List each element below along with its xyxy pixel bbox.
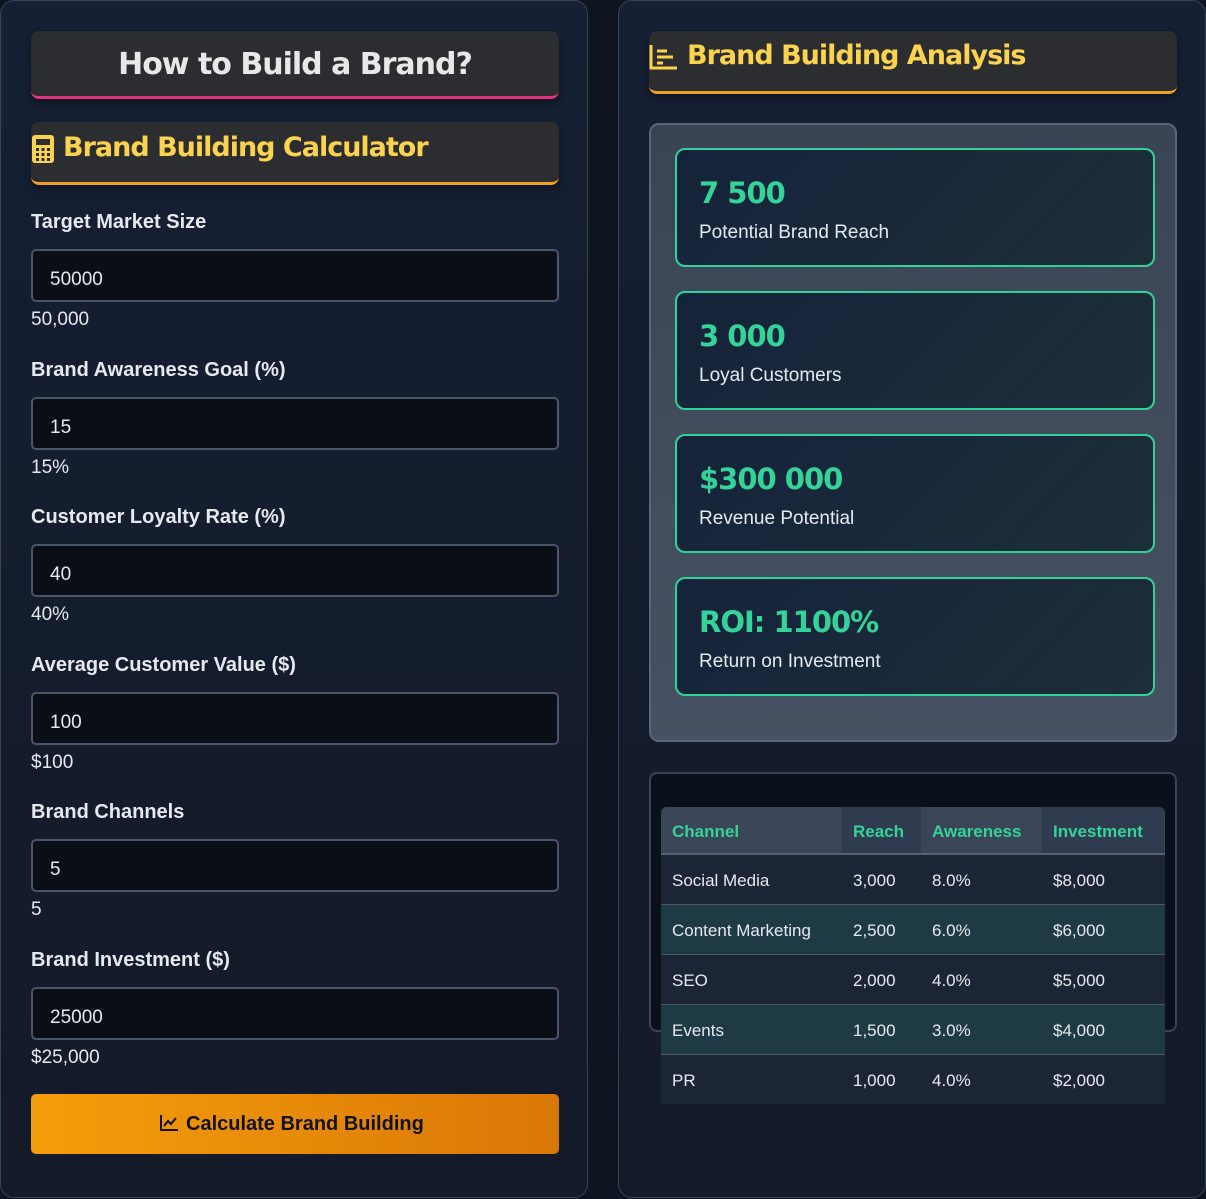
field-label: Customer Loyalty Rate (%) [31, 506, 286, 529]
section-title: Brand Building Calculator [63, 132, 429, 163]
header-cell: Awareness [932, 822, 1022, 841]
field-label: Brand Awareness Goal (%) [31, 358, 286, 381]
table-cell: 2,500 [853, 921, 896, 940]
metric-label: Return on Investment [699, 651, 881, 672]
table-row: Content Marketing 2,500 6.0% $6,000 [661, 905, 1165, 955]
chart-icon [160, 1115, 178, 1131]
table-cell: $5,000 [1053, 971, 1105, 990]
table-cell: 8.0% [932, 871, 971, 890]
channel-table: Channel Reach Awareness Investment Social Me… [661, 807, 1165, 1104]
title-box: How to Build a Brand? [31, 31, 559, 99]
header-cell-bg [1042, 807, 1164, 853]
table-cell: 1,500 [853, 1021, 896, 1040]
table-row: Events 1,500 3.0% $4,000 [661, 1005, 1165, 1055]
table-cell: Content Marketing [672, 921, 811, 940]
field-value: 50,000 [31, 309, 90, 330]
analysis-title: Brand Building Analysis [687, 40, 1026, 71]
calculate-button[interactable]: Calculate Brand Building [31, 1094, 559, 1154]
table-cell: PR [672, 1071, 696, 1090]
calculator-panel: How to Build a Brand? Brand Building Cal… [0, 0, 588, 1198]
metric-value: 7 500 [699, 176, 786, 210]
metric-card: 7 500 Potential Brand Reach [675, 148, 1155, 267]
table-cell: $8,000 [1053, 871, 1105, 890]
table-cell: Events [672, 1021, 724, 1040]
metric-label: Loyal Customers [699, 365, 842, 386]
button-label: Calculate Brand Building [186, 1113, 424, 1135]
table-cell: 3,000 [853, 871, 896, 890]
metric-card: 3 000 Loyal Customers [675, 291, 1155, 410]
table-cell: 4.0% [932, 971, 971, 990]
table-cell: 3.0% [932, 1021, 971, 1040]
metric-label: Potential Brand Reach [699, 222, 890, 243]
field-value: $100 [31, 751, 74, 773]
input[interactable]: 25000 [31, 987, 559, 1040]
metric-label: Revenue Potential [699, 508, 855, 529]
input[interactable]: 40 [31, 544, 559, 598]
header-row: Channel Reach Awareness Investment [661, 807, 1165, 855]
field-label: Target Market Size [31, 211, 207, 233]
section-header: Brand Building Calculator [31, 122, 559, 185]
metric-card: ROI: 1100% Return on Investment [675, 577, 1155, 696]
field-value: 5 [31, 899, 42, 921]
calculator-icon [32, 135, 54, 163]
field-value: 15% [31, 456, 70, 478]
table-cell: $4,000 [1053, 1021, 1105, 1040]
header-cell-bg [921, 807, 1043, 853]
table-row: Social Media 3,000 8.0% $8,000 [661, 855, 1165, 905]
table-cell: SEO [672, 971, 708, 990]
input[interactable]: 15 [31, 396, 559, 450]
field-label: Average Customer Value ($) [31, 653, 296, 676]
table-cell: 4.0% [932, 1071, 971, 1090]
header-cell: Investment [1053, 822, 1143, 841]
analysis-icon [649, 45, 677, 70]
field-value: 40% [31, 604, 70, 626]
table-cell: 1,000 [853, 1071, 896, 1090]
header-cell: Channel [672, 822, 740, 841]
input[interactable]: 50000 [31, 249, 559, 302]
table-cell: Social Media [672, 871, 770, 890]
page-title: How to Build a Brand? [118, 47, 473, 82]
field-label: Brand Channels [31, 801, 185, 824]
header-cell-bg [842, 807, 921, 853]
table-cell: $2,000 [1053, 1071, 1105, 1090]
table-row: SEO 2,000 4.0% $5,000 [661, 955, 1165, 1005]
field-label: Brand Investment ($) [31, 949, 230, 971]
metric-card: $300 000 Revenue Potential [675, 434, 1155, 553]
table-cell: $6,000 [1053, 921, 1105, 940]
metric-value: 3 000 [699, 319, 786, 353]
input[interactable]: 5 [31, 839, 559, 893]
table-cell: 6.0% [932, 921, 971, 940]
table-cell: 2,000 [853, 971, 896, 990]
results-box: 7 500 Potential Brand Reach 3 000 Loyal Cus… [649, 123, 1177, 742]
header-cell: Reach [853, 822, 905, 841]
field-value: $25,000 [31, 1047, 100, 1068]
table-row: PR 1,000 4.0% $2,000 [661, 1055, 1165, 1104]
metric-value: ROI: 1100% [699, 605, 879, 639]
header-cell-bg [661, 807, 842, 853]
analysis-panel: Brand Building Analysis 7 500 Potential B… [618, 0, 1206, 1198]
analysis-header: Brand Building Analysis [649, 31, 1177, 94]
input[interactable]: 100 [31, 691, 559, 745]
metric-value: $300 000 [699, 462, 843, 496]
